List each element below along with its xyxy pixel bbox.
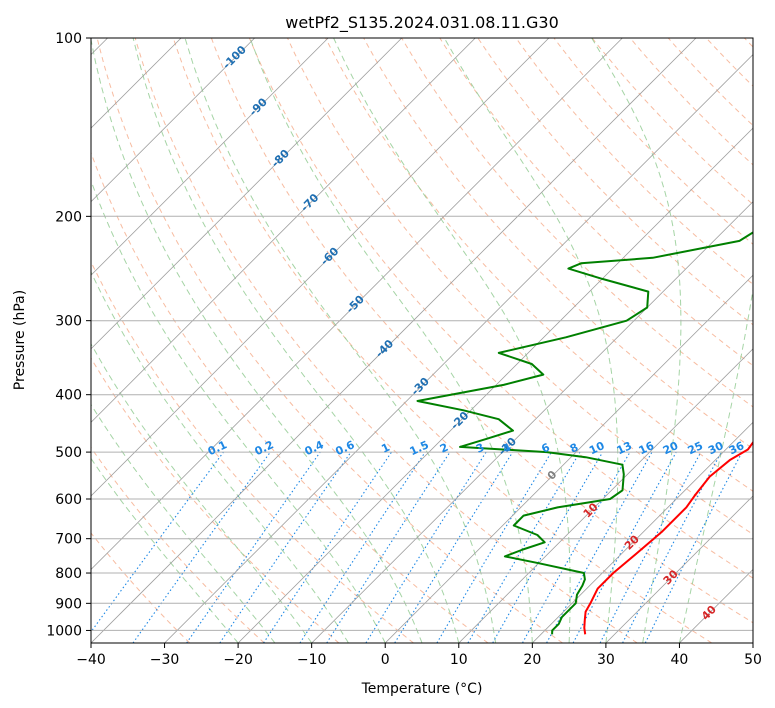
y-tick-label: 300 bbox=[55, 314, 82, 330]
isotherm-line bbox=[91, 38, 329, 276]
isotherm-line bbox=[91, 38, 476, 423]
dry-adiabat-line bbox=[515, 38, 753, 285]
mixing-ratio-label: 10 bbox=[587, 439, 607, 457]
isotherm-line bbox=[91, 38, 550, 497]
mixing-ratio-line bbox=[263, 451, 392, 643]
x-tick-label: −20 bbox=[223, 652, 253, 668]
dry-adiabat-line bbox=[210, 38, 753, 624]
y-axis: 100 200 300 400 500 600 700 800 900 1000 bbox=[46, 31, 91, 639]
plot-area: -100-90-80-70-60-50-40-30-20-10010203040… bbox=[90, 37, 754, 644]
isotherm-line bbox=[384, 274, 753, 643]
dry-adiabat-line bbox=[91, 260, 414, 643]
x-tick-label: 40 bbox=[671, 652, 689, 668]
dry-adiabat-line bbox=[287, 38, 753, 535]
moist-adiabat-line bbox=[91, 403, 276, 643]
dry-adiabat-line bbox=[553, 38, 753, 245]
moist-adiabat-line bbox=[91, 38, 423, 643]
y-tick-label: 1000 bbox=[46, 623, 82, 639]
dry-adiabat-line bbox=[91, 532, 191, 643]
x-tick-label: −10 bbox=[297, 652, 327, 668]
moist-adiabat-line bbox=[91, 270, 349, 643]
x-tick-label: 10 bbox=[450, 652, 468, 668]
isotherm-line bbox=[91, 38, 697, 643]
moist-adiabat-line bbox=[443, 38, 619, 643]
mixing-ratio-label: 16 bbox=[637, 439, 657, 457]
x-axis: −40 −30 −20 −10 0 10 20 30 40 50 bbox=[76, 643, 762, 668]
mixing-ratio-line bbox=[572, 451, 677, 643]
y-tick-label: 500 bbox=[55, 445, 82, 461]
moist-adiabat-line bbox=[91, 457, 239, 643]
x-tick-label: 0 bbox=[381, 652, 390, 668]
mixing-ratio-label: 36 bbox=[727, 439, 747, 457]
y-tick-label: 200 bbox=[55, 209, 82, 225]
temperature-profile-line bbox=[583, 440, 753, 635]
mixing-ratio-label: 25 bbox=[686, 439, 705, 457]
x-axis-label: Temperature (°C) bbox=[361, 681, 483, 697]
dry-adiabat-line bbox=[591, 38, 753, 206]
dry-adiabat-line bbox=[91, 357, 340, 643]
y-tick-label: 700 bbox=[55, 532, 82, 548]
isotherm-line bbox=[237, 127, 753, 643]
mixing-ratio-line bbox=[394, 451, 514, 643]
y-tick-label: 400 bbox=[55, 388, 82, 404]
dry-adiabat-line bbox=[248, 38, 753, 579]
dry-adiabat-line bbox=[325, 38, 753, 492]
mixing-ratio-line bbox=[546, 451, 653, 643]
y-tick-label: 100 bbox=[55, 31, 82, 47]
mixing-ratio-label: 20 bbox=[661, 439, 681, 457]
plot-frame bbox=[90, 37, 754, 644]
mixing-ratio-line bbox=[299, 451, 426, 643]
y-axis-label: Pressure (hPa) bbox=[12, 290, 28, 390]
mixing-ratio-line bbox=[219, 451, 352, 643]
isotherm-line bbox=[752, 642, 753, 643]
y-tick-label: 800 bbox=[55, 566, 82, 582]
moist-adiabat-line bbox=[678, 286, 753, 643]
isotherm-line bbox=[458, 348, 753, 643]
mixing-ratio-label: 13 bbox=[615, 439, 634, 457]
x-tick-label: −30 bbox=[150, 652, 180, 668]
isotherm-line bbox=[91, 38, 403, 350]
y-tick-label: 900 bbox=[55, 596, 82, 612]
dry-adiabat-line bbox=[401, 38, 753, 408]
mixing-ratio-line bbox=[644, 451, 743, 643]
moist-adiabat-line bbox=[333, 38, 571, 643]
isotherm-line bbox=[532, 421, 753, 643]
isotherm-line bbox=[311, 201, 753, 643]
dewpoint-profile-line bbox=[416, 231, 753, 635]
x-tick-label: −40 bbox=[76, 652, 106, 668]
mixing-ratio-label: 30 bbox=[706, 439, 726, 457]
dry-adiabat-line bbox=[134, 38, 638, 643]
x-tick-label: 30 bbox=[597, 652, 615, 668]
mixing-ratio-line bbox=[132, 451, 271, 643]
mixing-ratio-lines bbox=[91, 451, 743, 643]
isotherm-line bbox=[164, 54, 753, 643]
y-tick-label: 600 bbox=[55, 492, 82, 508]
moist-adiabat-line bbox=[591, 38, 682, 643]
x-tick-label: 20 bbox=[523, 652, 541, 668]
dry-adiabat-line bbox=[96, 38, 563, 643]
mixing-ratio-line bbox=[522, 451, 631, 643]
chart-title: wetPf2_S135.2024.031.08.11.G30 bbox=[285, 13, 559, 33]
isotherm-line bbox=[91, 38, 255, 203]
mixing-ratio-line bbox=[91, 451, 224, 633]
isotherm-line bbox=[91, 38, 623, 570]
dry-adiabat-line bbox=[439, 38, 753, 367]
moist-adiabat-line bbox=[249, 38, 533, 643]
isotherm-line bbox=[605, 495, 753, 643]
moist-adiabat-line bbox=[132, 38, 460, 643]
mixing-ratio-line bbox=[326, 451, 451, 643]
mixing-ratio-line bbox=[186, 451, 321, 643]
x-tick-label: 50 bbox=[744, 652, 762, 668]
